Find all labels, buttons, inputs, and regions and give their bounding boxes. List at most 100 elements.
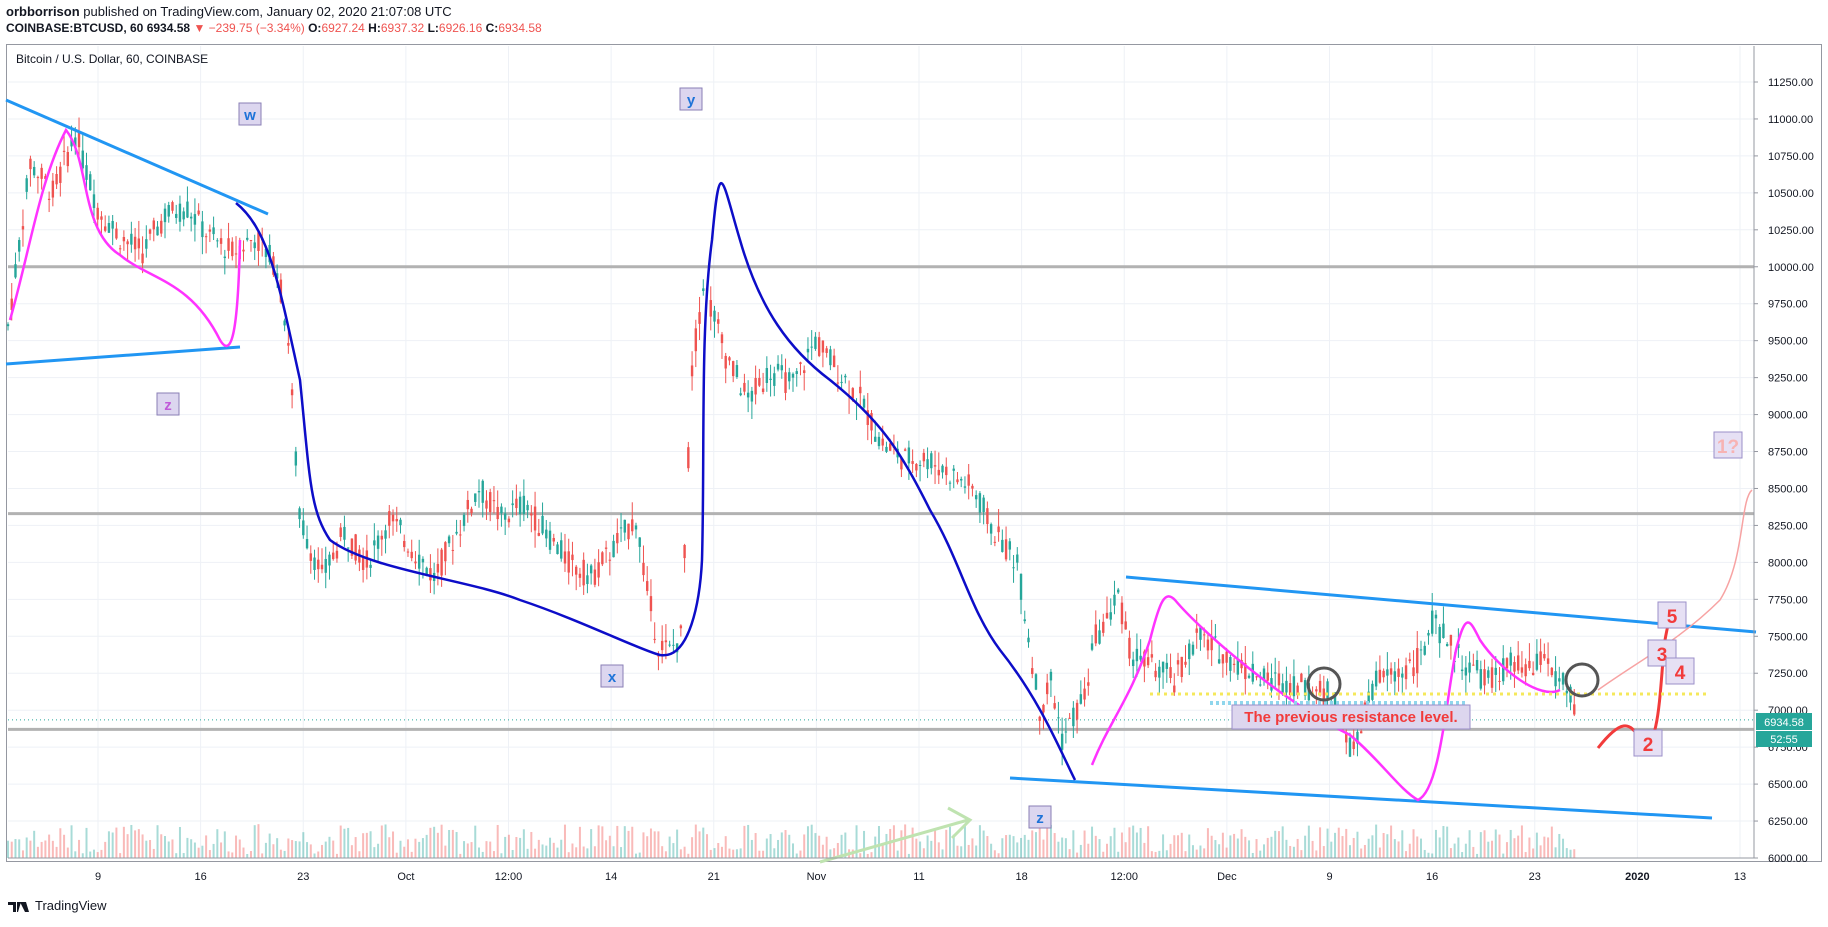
volume-bar [605,840,608,858]
candle-body [1255,676,1258,678]
volume-bar [545,845,548,858]
volume-bar [1491,840,1494,858]
candle-body [937,469,940,476]
candle-body [675,643,679,653]
candle-body [1404,665,1408,680]
wave-path-blue [235,182,1077,781]
volume-bar [377,843,380,858]
volume-bar [403,846,406,858]
volume-bar [205,835,208,858]
volume-bar [821,844,824,858]
volume-bar [1072,830,1075,858]
volume-bar [1150,851,1153,858]
candle-body [425,567,428,575]
candle-body [18,240,21,252]
volume-bar [115,827,118,858]
volume-bar [1352,837,1355,858]
volume-bar [1483,830,1486,858]
volume-bar [1023,834,1026,858]
volume-bar [223,831,226,858]
candle-body [791,373,795,378]
volume-bar [810,824,813,858]
volume-bar [642,832,645,858]
volume-bar [264,842,267,858]
volume-bar [350,845,353,858]
candle-body [100,216,103,220]
volume-bar [971,838,974,858]
volume-bar [1266,837,1269,858]
candles [6,117,1576,766]
candle-body [1180,656,1183,677]
volume-bar [1225,847,1228,858]
volume-bar [104,841,107,858]
candle-body [1105,612,1109,619]
countdown-label: 52:55 [1770,734,1798,746]
volume-bar [1173,835,1176,858]
volume-bar [1535,832,1538,858]
price-change: −239.75 (−3.34%) [208,21,305,35]
volume-bar [455,832,458,858]
volume-bar [429,827,432,858]
volume-bar [1363,844,1366,858]
volume-bar [1420,838,1422,858]
candle-body [1416,648,1419,674]
volume-bar [1188,834,1191,858]
volume-bar [1386,834,1389,858]
chart-frame[interactable] [6,44,1822,862]
volume-bar [10,841,13,858]
candle-body [638,537,641,547]
author-name[interactable]: orbborrison [6,4,80,19]
volume-bar [1449,848,1452,858]
projection-label: 5 [1667,607,1678,628]
candle-body [1068,717,1071,719]
y-tick-label: 11250.00 [1768,77,1813,89]
candle-body [1247,675,1251,678]
volume-bar [156,825,159,858]
volume-bar [1487,841,1490,858]
volume-bar [859,853,862,858]
volume-bar [298,841,301,858]
volume-bar [833,848,836,858]
tradingview-logo[interactable]: TradingView [8,898,107,913]
candle-body [1045,682,1049,695]
volume-bar [193,842,196,858]
volume-bar [578,826,581,858]
candle-body [1023,619,1026,622]
volume-bar [519,837,522,858]
volume-bar [107,831,110,858]
candle-body [1259,684,1262,686]
volume-bar [186,837,189,858]
candle-body [156,226,159,236]
projection-label-box [1657,601,1687,629]
volume-bar [694,824,697,858]
volume-bar [85,827,88,858]
candle-body [1057,717,1060,719]
candle-body [10,298,13,311]
candle-body [859,386,862,394]
volume-bar [1038,824,1041,858]
volume-bar [530,831,533,858]
volume-bar [70,825,73,858]
volume-bar [773,848,776,858]
volume-bar [1094,835,1097,858]
candle-body [320,564,324,570]
volume-bar [1139,827,1142,858]
candle-body [257,232,260,251]
candle-body [492,500,496,502]
candle-body [888,443,892,451]
candle-body [417,554,421,569]
candle-body [541,515,544,534]
candle-body [836,382,840,384]
candle-body [1367,691,1370,703]
volume-bar [1169,843,1172,858]
candle-body [440,549,443,576]
candle-body [537,532,541,536]
candle-body [552,537,555,542]
volume-bar [926,835,929,858]
volume-bar [1042,839,1045,858]
volume-bar [698,831,701,858]
candle-body [253,242,256,249]
candle-body [1049,671,1053,681]
volume-bar [754,833,757,858]
